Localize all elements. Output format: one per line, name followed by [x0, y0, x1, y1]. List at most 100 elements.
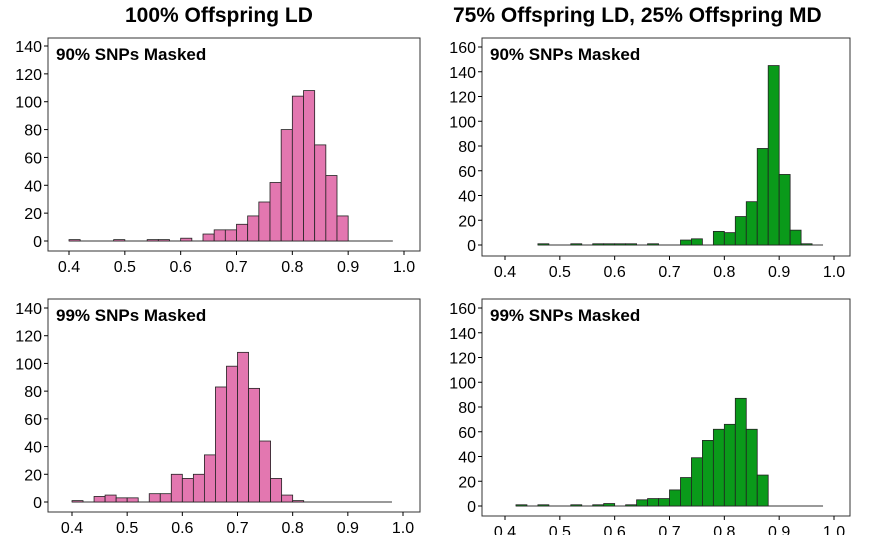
x-tick-label: 0.8: [713, 264, 735, 281]
x-tick-label: 0.4: [58, 259, 80, 276]
histogram-bar: [647, 243, 659, 246]
y-tick-label: 40: [24, 440, 42, 457]
y-tick-label: 160: [449, 40, 476, 57]
histogram-bar: [625, 243, 638, 246]
panel-border: [47, 298, 421, 513]
x-tick-label: 0.4: [61, 520, 83, 535]
y-tick-label: 120: [449, 90, 476, 107]
x-tick-label: 0.5: [549, 524, 571, 535]
histogram-bar: [247, 215, 260, 242]
histogram-bar: [148, 493, 161, 503]
x-tick-label: 1.0: [393, 259, 415, 276]
x-tick-label: 1.0: [823, 264, 845, 281]
histogram-bar: [636, 499, 648, 507]
panel-label: 99% SNPs Masked: [56, 306, 206, 325]
column-title-right: 75% Offspring LD, 25% Offspring MD: [453, 4, 822, 27]
histogram-bar: [734, 397, 747, 507]
y-tick-label: 80: [24, 123, 42, 140]
histogram-bar: [734, 216, 747, 246]
x-tick-label: 0.9: [337, 520, 359, 535]
y-tick-label: 120: [15, 67, 42, 84]
x-tick-label: 0.5: [549, 264, 571, 281]
x-tick-label: 0.7: [226, 520, 248, 535]
histogram-bar: [281, 494, 294, 503]
histogram-bar: [800, 243, 813, 246]
histogram-bar: [303, 90, 316, 242]
histogram-bar: [712, 428, 725, 507]
histogram-bar: [603, 503, 616, 507]
histogram-bar: [789, 229, 802, 246]
y-tick-label: 60: [24, 412, 42, 429]
x-tick-label: 0.8: [282, 520, 304, 535]
y-tick-label: 20: [458, 213, 476, 230]
x-tick-label: 0.5: [114, 259, 136, 276]
histogram-bar: [756, 148, 769, 246]
panel-border: [47, 37, 421, 252]
histogram-panel-1: 0 20 40 60 80 100 120 140 0.4 0.5 0.6 0.7 0.8 0.9 1.0 9…: [15, 37, 421, 276]
panel-label: 90% SNPs Masked: [490, 45, 640, 64]
histogram-panel-3: 0 20 40 60 80 100 120 140 0.4 0.5 0.6 0.7 0.8 0.9 1.0 9…: [15, 298, 421, 535]
histogram-bar: [691, 457, 703, 507]
y-tick-label: 0: [33, 495, 42, 512]
x-tick-label: 0.8: [281, 259, 303, 276]
histogram-bar: [592, 243, 605, 246]
histogram-bar: [745, 428, 758, 507]
histogram-bar: [237, 351, 249, 503]
panel-border: [481, 37, 851, 257]
panel-label: 99% SNPs Masked: [490, 306, 640, 325]
x-tick-label: 0.9: [768, 524, 790, 535]
x-tick-label: 0.9: [768, 264, 790, 281]
y-tick-label: 140: [449, 326, 476, 343]
y-tick-label: 160: [449, 301, 476, 318]
histogram-bar: [248, 387, 260, 503]
histogram-bar: [537, 243, 550, 246]
x-tick-label: 0.7: [225, 259, 247, 276]
histogram-bar: [680, 239, 692, 246]
x-tick-label: 0.7: [658, 524, 680, 535]
histogram-bar: [658, 498, 670, 507]
histogram-bar: [192, 473, 205, 503]
histogram-bar: [570, 243, 583, 246]
y-tick-label: 100: [15, 356, 42, 373]
histogram-bar: [723, 423, 736, 507]
histogram-bar: [113, 239, 126, 242]
histogram-bar: [745, 201, 758, 246]
y-tick-label: 20: [24, 206, 42, 223]
y-tick-label: 60: [24, 150, 42, 167]
histogram-bar: [213, 229, 226, 242]
y-tick-label: 20: [458, 474, 476, 491]
y-tick-label: 100: [449, 114, 476, 131]
histogram-bar: [625, 504, 638, 507]
y-tick-label: 120: [449, 351, 476, 368]
y-tick-label: 40: [24, 178, 42, 195]
histogram-bar: [71, 500, 84, 503]
y-tick-label: 0: [467, 238, 476, 255]
histogram-bar: [170, 473, 183, 503]
histogram-bar: [215, 386, 227, 503]
histogram-bar: [157, 239, 170, 242]
y-tick-label: 80: [458, 139, 476, 156]
histogram-bar: [680, 477, 692, 507]
histogram-bar: [180, 237, 193, 242]
histogram-bar: [723, 232, 736, 246]
histogram-panel-4: 0 20 40 60 80 100 120 140 160 0.4 0.5 0.6 0.7 0.8 0.9 1…: [449, 298, 851, 535]
y-tick-label: 40: [458, 189, 476, 206]
histogram-bar: [778, 174, 791, 246]
histogram-bar: [104, 494, 117, 503]
y-tick-label: 60: [458, 164, 476, 181]
histogram-bar: [647, 498, 659, 507]
y-tick-label: 140: [15, 39, 42, 56]
histogram-bar: [93, 496, 106, 503]
histogram-bar: [614, 243, 627, 246]
histogram-bar: [159, 493, 172, 503]
histogram-bar: [280, 129, 293, 242]
column-title-left: 100% Offspring LD: [125, 4, 313, 27]
y-tick-label: 0: [467, 499, 476, 516]
histogram-bar: [126, 497, 139, 503]
histogram-bar: [603, 243, 616, 246]
histogram-bar: [270, 478, 283, 503]
x-tick-label: 0.6: [170, 259, 192, 276]
y-tick-label: 100: [449, 375, 476, 392]
histogram-bar: [202, 233, 215, 242]
